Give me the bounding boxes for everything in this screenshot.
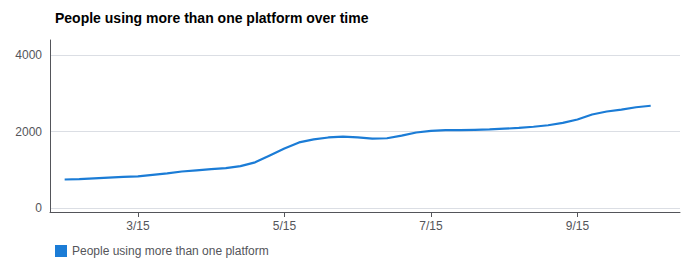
svg-text:3/15: 3/15 [126,219,150,233]
svg-text:2000: 2000 [15,125,42,139]
svg-text:0: 0 [35,201,42,215]
svg-text:9/15: 9/15 [566,219,590,233]
svg-text:7/15: 7/15 [419,219,443,233]
svg-text:People using more than one pla: People using more than one platform [72,244,269,258]
svg-text:People using more than one pla: People using more than one platform over… [55,10,369,26]
svg-text:5/15: 5/15 [273,219,297,233]
svg-text:4000: 4000 [15,48,42,62]
